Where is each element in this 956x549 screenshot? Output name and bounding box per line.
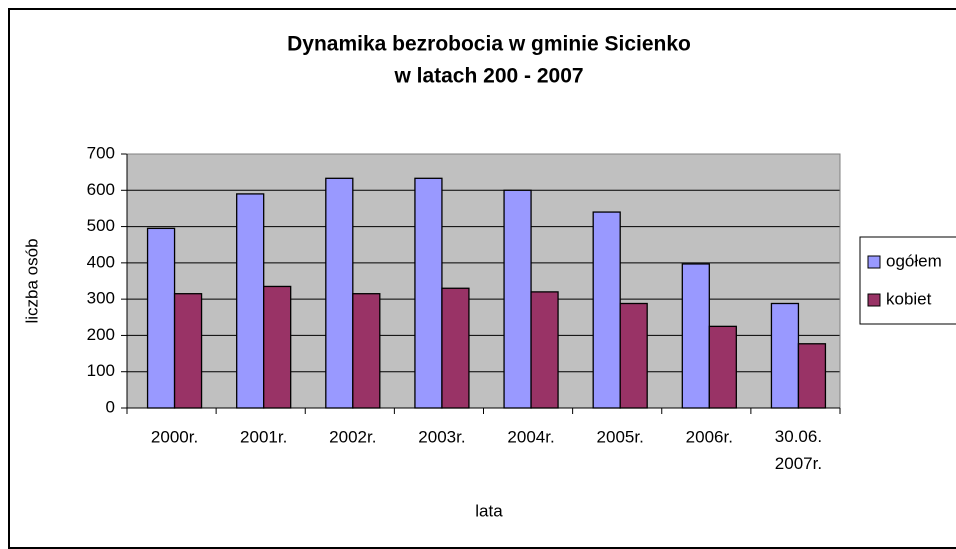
y-tick-label: 500 (87, 216, 115, 235)
y-tick-label: 0 (106, 397, 115, 416)
bar (441, 287, 470, 409)
x-tick-label-line: 2007r. (775, 454, 822, 473)
bar (681, 263, 710, 409)
y-tick-label: 400 (87, 252, 115, 271)
bar (263, 285, 292, 409)
bar (797, 343, 827, 409)
x-axis-label: lata (475, 501, 503, 520)
chart-title: w latach 200 - 2007 (393, 65, 583, 88)
bar (530, 291, 559, 409)
x-tick-label: 2004r. (507, 427, 554, 446)
x-tick-label-line: 30.06. (775, 427, 822, 446)
x-tick-label: 2000r. (151, 427, 198, 446)
y-tick-label: 200 (87, 325, 115, 344)
x-tick-label: 2002r. (329, 427, 376, 446)
bar (146, 227, 176, 409)
legend (859, 236, 956, 325)
legend-label: ogółem (886, 251, 942, 270)
bar (770, 302, 800, 409)
x-tick-label: 2003r. (418, 427, 465, 446)
bar (708, 325, 737, 409)
bar (173, 293, 203, 409)
chart-title: Dynamika bezrobocia w gminie Sicienko (287, 33, 691, 56)
legend-swatch (867, 293, 881, 307)
bar (325, 177, 354, 409)
y-tick-label: 300 (87, 289, 115, 308)
y-tick-label: 700 (87, 143, 115, 162)
bar (414, 177, 443, 409)
y-axis-label: liczba osób (22, 238, 41, 323)
y-tick-label: 100 (87, 361, 115, 380)
x-tick-label: 30.06. 2007r. (775, 427, 822, 473)
bar (503, 189, 532, 409)
bar (236, 193, 265, 409)
bar (352, 293, 381, 409)
legend-swatch (867, 255, 881, 269)
y-tick-label: 600 (87, 180, 115, 199)
x-tick-label: 2005r. (597, 427, 644, 446)
x-tick-label: 2006r. (686, 427, 733, 446)
bar (619, 302, 648, 409)
legend-label: kobiet (886, 289, 932, 308)
x-tick-label: 2001r. (240, 427, 287, 446)
bar (592, 211, 621, 409)
